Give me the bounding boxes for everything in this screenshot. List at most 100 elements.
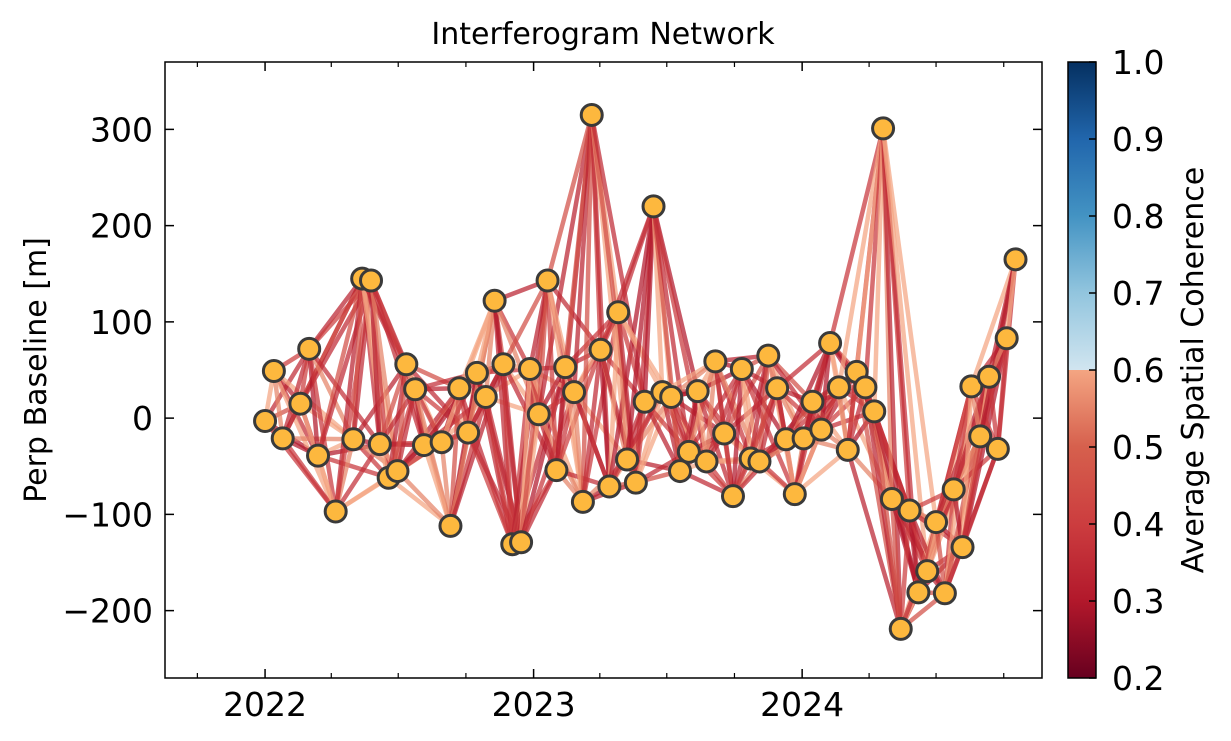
- connection-line: [845, 447, 903, 632]
- y-tick-label: 0: [132, 399, 153, 438]
- connection-line: [607, 310, 621, 489]
- acquisition-point: [473, 384, 498, 409]
- colorbar-tick-label: 0.5: [1112, 428, 1164, 467]
- acquisition-point: [517, 357, 542, 382]
- acquisition-point: [447, 376, 472, 401]
- y-axis-ticks: 300 200 100 0 −100 −200: [62, 110, 1042, 631]
- connection-line: [642, 204, 656, 405]
- connection-line: [306, 346, 383, 447]
- acquisition-point: [323, 499, 348, 524]
- acquisition-markers: [253, 102, 1028, 641]
- acquisition-point: [544, 458, 569, 483]
- acquisition-point: [871, 116, 896, 141]
- acquisition-point: [641, 194, 666, 219]
- acquisition-point: [703, 349, 728, 374]
- acquisition-point: [941, 477, 966, 502]
- acquisition-point: [588, 337, 613, 362]
- acquisition-point: [385, 459, 410, 484]
- connection-line: [518, 364, 568, 545]
- acquisition-point: [429, 430, 454, 455]
- y-tick-label: 100: [90, 303, 153, 342]
- connection-line: [960, 446, 1001, 550]
- acquisition-point: [747, 449, 772, 474]
- chart-title: Interferogram Network: [431, 17, 775, 52]
- acquisition-point: [897, 498, 922, 523]
- acquisition-point: [456, 420, 481, 445]
- connection-line: [969, 257, 1018, 389]
- colorbar-tick-label: 1.0: [1112, 43, 1164, 82]
- acquisition-point: [668, 459, 693, 484]
- colorbar-tick-label: 0.3: [1112, 582, 1164, 621]
- connection-line: [483, 298, 497, 400]
- connection-line: [986, 374, 1001, 452]
- connection-line: [545, 112, 594, 283]
- colorbar-tick-label: 0.8: [1112, 197, 1164, 236]
- y-tick-label: 300: [90, 110, 153, 149]
- connection-line: [280, 436, 338, 514]
- colorbar-label: Average Spatial Coherence: [1176, 167, 1211, 573]
- acquisition-point: [535, 268, 560, 293]
- acquisition-point: [888, 616, 913, 641]
- acquisition-point: [464, 360, 489, 385]
- connection-line: [615, 204, 656, 315]
- connection-line: [730, 366, 745, 499]
- acquisition-point: [729, 357, 754, 382]
- colorbar-tick-label: 0.7: [1112, 274, 1164, 313]
- acquisition-point: [579, 102, 604, 127]
- connection-line: [580, 112, 594, 505]
- acquisition-point: [553, 355, 578, 380]
- x-tick-label: 2024: [760, 685, 844, 724]
- acquisition-point: [270, 426, 295, 451]
- acquisition-point: [853, 375, 878, 400]
- acquisition-point: [720, 484, 745, 509]
- connection-line: [271, 368, 338, 514]
- y-tick-label: −200: [62, 592, 153, 631]
- acquisition-point: [297, 336, 322, 361]
- connection-line: [872, 126, 886, 414]
- acquisition-point: [968, 424, 993, 449]
- acquisition-point: [879, 486, 904, 511]
- connection-line: [757, 386, 780, 464]
- acquisition-point: [261, 358, 286, 383]
- acquisition-point: [685, 379, 710, 404]
- acquisition-point: [835, 437, 860, 462]
- connection-line: [421, 442, 453, 529]
- x-axis-ticks: 2022 2023 2024: [196, 62, 1005, 724]
- acquisition-point: [977, 364, 1002, 389]
- acquisition-point: [782, 482, 807, 507]
- connection-line: [448, 386, 462, 529]
- acquisition-point: [288, 391, 313, 416]
- acquisition-point: [659, 384, 684, 409]
- acquisition-point: [394, 352, 419, 377]
- connection-line: [880, 126, 903, 632]
- plot-area: 2022 2023 2024 300 200 100 0 −100 −200: [62, 61, 1043, 724]
- acquisition-point: [403, 377, 428, 402]
- acquisition-point: [306, 443, 331, 468]
- connection-line: [960, 384, 974, 550]
- y-axis-label: Perp Baseline [m]: [19, 237, 54, 503]
- connection-line: [501, 278, 550, 367]
- connection-line: [536, 278, 550, 417]
- acquisition-point: [491, 352, 516, 377]
- acquisition-point: [562, 380, 587, 405]
- connection-line: [315, 453, 391, 481]
- acquisition-point: [570, 489, 595, 514]
- acquisition-point: [818, 331, 843, 356]
- connection-line: [704, 359, 718, 464]
- x-tick-label: 2023: [492, 685, 576, 724]
- x-tick-label: 2022: [223, 685, 307, 724]
- acquisition-point: [615, 447, 640, 472]
- connection-line: [907, 508, 921, 595]
- acquisition-point: [915, 559, 940, 584]
- acquisition-point: [862, 399, 887, 424]
- connection-line: [651, 204, 692, 455]
- connection-line: [668, 394, 683, 474]
- colorbar: 1.0 0.9 0.8 0.7 0.6 0.5 0.4 0.3 0.2 Average Spat…: [1067, 43, 1211, 698]
- connection-line: [880, 126, 930, 574]
- connection-line: [598, 347, 612, 489]
- acquisition-point: [359, 268, 384, 293]
- acquisition-point: [509, 530, 534, 555]
- connection-line: [836, 126, 886, 390]
- acquisition-point: [950, 535, 975, 560]
